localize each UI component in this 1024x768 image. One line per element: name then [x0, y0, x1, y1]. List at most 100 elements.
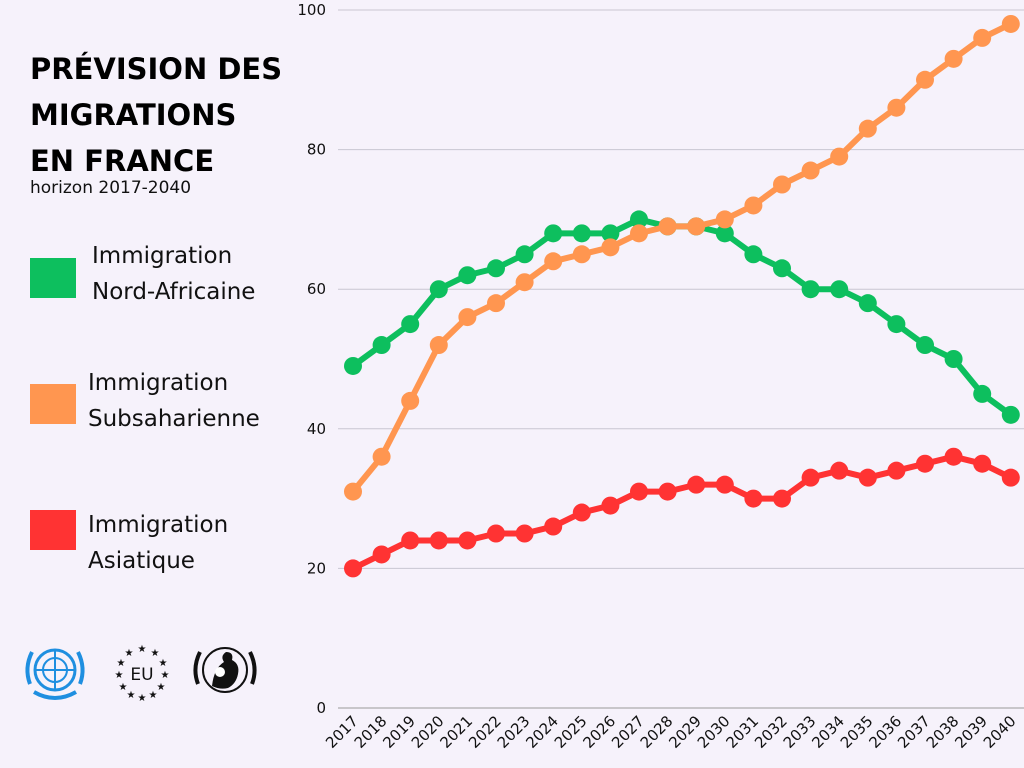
data-point — [944, 447, 963, 466]
data-point — [487, 294, 505, 313]
x-axis: 2017201820192020202120222023202420252026… — [322, 712, 1020, 752]
data-point — [973, 28, 992, 47]
data-point — [858, 294, 877, 313]
y-axis: 0 20 40 60 80 100 — [297, 1, 326, 717]
data-point — [401, 391, 420, 410]
data-point — [544, 224, 563, 243]
data-point — [801, 161, 820, 180]
data-point — [858, 119, 877, 138]
x-tick-label: 2040 — [980, 712, 1020, 752]
series-2 — [344, 14, 1020, 501]
data-point — [887, 461, 906, 480]
eu-text: EU — [130, 665, 153, 685]
x-tick-label: 2031 — [722, 712, 762, 752]
data-point — [687, 475, 706, 494]
data-point — [1001, 468, 1020, 487]
data-point — [658, 217, 677, 236]
data-point — [572, 503, 591, 522]
x-tick-label: 2023 — [494, 712, 534, 752]
data-point — [372, 447, 391, 466]
un-emblem-icon — [25, 648, 85, 700]
x-tick-label: 2037 — [894, 712, 934, 752]
series-line — [351, 453, 1013, 572]
data-point — [658, 482, 677, 501]
legend-label-line: Subsaharienne — [88, 406, 260, 432]
svg-text:★: ★ — [159, 658, 168, 669]
x-tick-label: 2038 — [923, 712, 963, 752]
legend-label: Immigration Nord-Africaine — [92, 238, 255, 310]
y-tick-label: 40 — [307, 420, 326, 438]
svg-text:★: ★ — [149, 690, 158, 701]
svg-text:★: ★ — [138, 644, 147, 655]
data-point — [458, 531, 477, 550]
svg-text:★: ★ — [117, 658, 126, 669]
chart-title: PRÉVISION DES MIGRATIONS EN FRANCE — [30, 46, 300, 184]
data-point — [916, 336, 934, 355]
data-point — [773, 175, 791, 194]
series-line — [351, 216, 1013, 418]
data-point — [830, 147, 849, 166]
svg-text:★: ★ — [161, 670, 170, 681]
data-point — [601, 238, 620, 257]
data-point — [429, 280, 448, 299]
data-point — [744, 245, 763, 264]
data-point — [830, 461, 849, 480]
legend-swatch — [30, 384, 76, 424]
data-point — [858, 468, 877, 487]
data-point — [458, 266, 477, 285]
series-1 — [344, 210, 1020, 424]
data-point — [515, 273, 534, 292]
eu-stars-icon: ★ ★★ ★★★ ★★★ ★★★ EU — [115, 644, 170, 704]
data-point — [830, 280, 849, 299]
x-tick-label: 2027 — [608, 712, 648, 752]
data-point — [544, 517, 563, 536]
logos: ★ ★ ★ ★ ★ ★ ★ ★ ★ ★ ★ ★ EU — [20, 640, 270, 710]
x-tick-label: 2024 — [522, 712, 562, 752]
data-point — [344, 482, 362, 501]
data-point — [344, 559, 362, 578]
data-point — [630, 210, 648, 229]
x-tick-label: 2020 — [408, 712, 448, 752]
data-point — [601, 224, 620, 243]
legend-label-line: Nord-Africaine — [92, 279, 256, 305]
legend-label-line: Immigration — [88, 370, 229, 396]
chart-subtitle: horizon 2017-2040 — [30, 178, 192, 198]
x-tick-label: 2029 — [665, 712, 705, 752]
data-point — [401, 315, 420, 334]
data-point — [1001, 14, 1020, 33]
data-point — [1001, 405, 1020, 424]
title-line: EN FRANCE — [30, 144, 215, 178]
data-point — [372, 336, 391, 355]
x-tick-label: 2034 — [808, 712, 848, 752]
legend-swatch — [30, 510, 76, 550]
y-tick-label: 100 — [297, 1, 326, 19]
data-point — [372, 545, 391, 564]
grid-lines — [338, 9, 1024, 709]
svg-text:★: ★ — [119, 682, 128, 693]
data-point — [715, 224, 734, 243]
svg-text:★: ★ — [138, 693, 147, 704]
x-tick-label: 2032 — [751, 712, 791, 752]
svg-text:★: ★ — [127, 690, 136, 701]
legend-label-line: Immigration — [88, 512, 229, 538]
data-point — [630, 224, 648, 243]
data-point — [801, 280, 820, 299]
data-point — [401, 531, 420, 550]
data-point — [773, 259, 791, 278]
series-3 — [344, 447, 1020, 578]
data-point — [801, 468, 820, 487]
data-point — [744, 196, 763, 215]
title-line: MIGRATIONS — [30, 98, 237, 132]
x-tick-label: 2018 — [351, 712, 391, 752]
data-point — [973, 384, 992, 403]
x-tick-label: 2025 — [551, 712, 591, 752]
x-tick-label: 2028 — [637, 712, 677, 752]
x-tick-label: 2021 — [436, 712, 476, 752]
series-group — [344, 14, 1020, 578]
data-point — [887, 315, 906, 334]
data-point — [487, 259, 505, 278]
data-point — [515, 524, 534, 543]
y-tick-label: 0 — [316, 699, 326, 717]
x-tick-label: 2017 — [322, 712, 362, 752]
